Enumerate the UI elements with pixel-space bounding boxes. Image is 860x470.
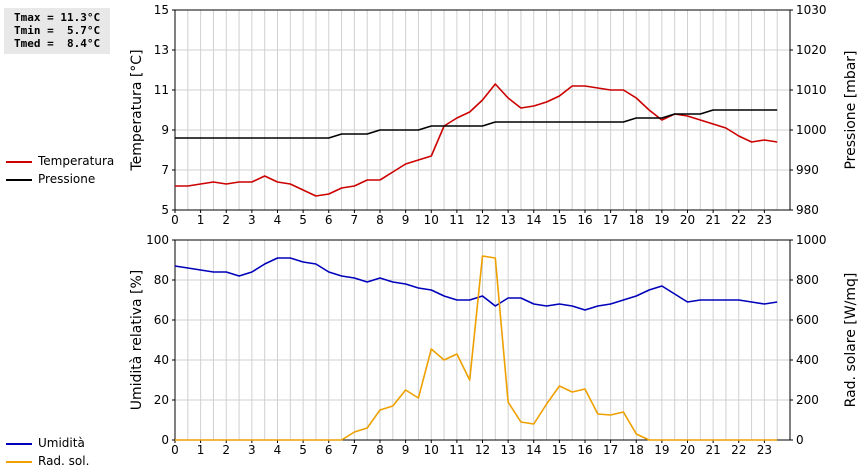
chart2-y-tick-label: 40: [154, 353, 169, 367]
chart1-series-pressione: [175, 109, 778, 139]
legend-umidita-label: Umidità: [38, 436, 85, 450]
chart2-x-tick-label: 0: [171, 443, 179, 457]
chart1-y2-tick-label: 1010: [796, 83, 827, 97]
legend-pressione-swatch: [6, 179, 32, 181]
chart1-x-tick-label: 21: [705, 213, 720, 227]
chart1-x-tick-label: 12: [475, 213, 490, 227]
chart1-x-tick-label: 5: [299, 213, 307, 227]
chart1-x-tick-label: 8: [376, 213, 384, 227]
chart2-x-tick-label: 7: [351, 443, 359, 457]
chart1-x-tick-label: 15: [552, 213, 567, 227]
chart2-y-axis-label: Umidità relativa [%]: [129, 270, 145, 411]
chart1-x-tick-label: 0: [171, 213, 179, 227]
chart1-x-tick-label: 7: [351, 213, 359, 227]
chart2-y2-tick-label: 400: [796, 353, 819, 367]
chart2-x-tick-label: 2: [222, 443, 230, 457]
chart1-y2-tick-label: 1000: [796, 123, 827, 137]
chart2-x-tick-label: 8: [376, 443, 384, 457]
chart1-y2-tick-label: 990: [796, 163, 819, 177]
legend-umidita-swatch: [6, 443, 32, 445]
chart2-x-tick-label: 3: [248, 443, 256, 457]
legend-temperatura-swatch: [6, 161, 32, 163]
chart2-x-tick-label: 12: [475, 443, 490, 457]
chart2-x-tick-label: 19: [654, 443, 669, 457]
chart2-x-tick-label: 10: [424, 443, 439, 457]
chart2-x-tick-label: 18: [629, 443, 644, 457]
chart1-x-tick-label: 1: [197, 213, 205, 227]
chart1-x-tick-label: 16: [577, 213, 592, 227]
chart2-y2-tick-label: 0: [796, 433, 804, 447]
chart1-x-tick-label: 13: [500, 213, 515, 227]
chart1-x-tick-label: 23: [757, 213, 772, 227]
chart2-y-tick-label: 100: [146, 233, 169, 247]
chart2-y2-tick-label: 800: [796, 273, 819, 287]
chart2-series-rad_sol: [175, 255, 778, 441]
chart2-x-tick-label: 11: [449, 443, 464, 457]
chart2-y-tick-label: 20: [154, 393, 169, 407]
chart1-x-tick-label: 10: [424, 213, 439, 227]
chart2-x-tick-label: 6: [325, 443, 333, 457]
legend-temperatura-label: Temperatura: [38, 154, 115, 168]
chart1-y-tick-label: 13: [154, 43, 169, 57]
chart1-x-tick-label: 3: [248, 213, 256, 227]
chart1-y2-tick-label: 1020: [796, 43, 827, 57]
stats-tmed: Tmed = 8.4°C: [14, 37, 101, 50]
chart1-y-tick-label: 7: [161, 163, 169, 177]
chart1-x-tick-label: 18: [629, 213, 644, 227]
chart2-x-tick-label: 9: [402, 443, 410, 457]
chart2-x-tick-label: 13: [500, 443, 515, 457]
chart2-y2-tick-label: 200: [796, 393, 819, 407]
chart2-series-umidita: [174, 257, 778, 311]
chart2-x-tick-label: 17: [603, 443, 618, 457]
chart1-y2-tick-label: 1030: [796, 3, 827, 17]
chart1-y-tick-label: 9: [161, 123, 169, 137]
chart1-y2-tick-label: 980: [796, 203, 819, 217]
chart2-x-tick-label: 14: [526, 443, 541, 457]
chart1-x-tick-label: 20: [680, 213, 695, 227]
chart1-x-tick-label: 19: [654, 213, 669, 227]
chart2-y-tick-label: 0: [161, 433, 169, 447]
chart2-y-tick-label: 80: [154, 273, 169, 287]
chart1-x-tick-label: 4: [274, 213, 282, 227]
chart2-x-tick-label: 15: [552, 443, 567, 457]
chart2-y2-tick-label: 1000: [796, 233, 827, 247]
chart2-x-tick-label: 23: [757, 443, 772, 457]
chart1-x-tick-label: 11: [449, 213, 464, 227]
chart1-y-axis-label: Temperatura [°C]: [129, 49, 145, 171]
chart2-y-tick-label: 60: [154, 313, 169, 327]
chart1-y-tick-label: 11: [154, 83, 169, 97]
chart1-x-tick-label: 2: [222, 213, 230, 227]
chart2-y2-axis-label: Rad. solare [W/mq]: [843, 273, 859, 408]
legend-rad-sol-swatch: [6, 461, 32, 463]
chart2-y2-tick-label: 600: [796, 313, 819, 327]
chart2-x-tick-label: 1: [197, 443, 205, 457]
chart2-x-tick-label: 16: [577, 443, 592, 457]
chart1-x-tick-label: 14: [526, 213, 541, 227]
chart2-x-tick-label: 22: [731, 443, 746, 457]
stats-tmax: Tmax = 11.3°C: [14, 11, 101, 24]
chart1-series-temperatura: [175, 83, 778, 197]
chart1-y-tick-label: 15: [154, 3, 169, 17]
chart2-x-tick-label: 5: [299, 443, 307, 457]
legend-pressione-label: Pressione: [38, 172, 96, 186]
chart2-x-tick-label: 4: [274, 443, 282, 457]
chart1-y-tick-label: 5: [161, 203, 169, 217]
chart2-x-tick-label: 21: [705, 443, 720, 457]
chart1-y2-axis-label: Pressione [mbar]: [843, 50, 859, 169]
weather-charts: 0 1 2 3 4 5 6 7 8 9 10 11 12 13 14 15 16 17 18 19 20 21 22 2357…: [129, 3, 859, 457]
stats-box: Tmax = 11.3°C Tmin = 5.7°C Tmed = 8.4°C: [4, 8, 110, 54]
chart2-x-tick-label: 20: [680, 443, 695, 457]
chart1-x-tick-label: 9: [402, 213, 410, 227]
chart1-x-tick-label: 6: [325, 213, 333, 227]
stats-tmin: Tmin = 5.7°C: [14, 24, 101, 37]
chart1-x-tick-label: 22: [731, 213, 746, 227]
chart1-x-tick-label: 17: [603, 213, 618, 227]
